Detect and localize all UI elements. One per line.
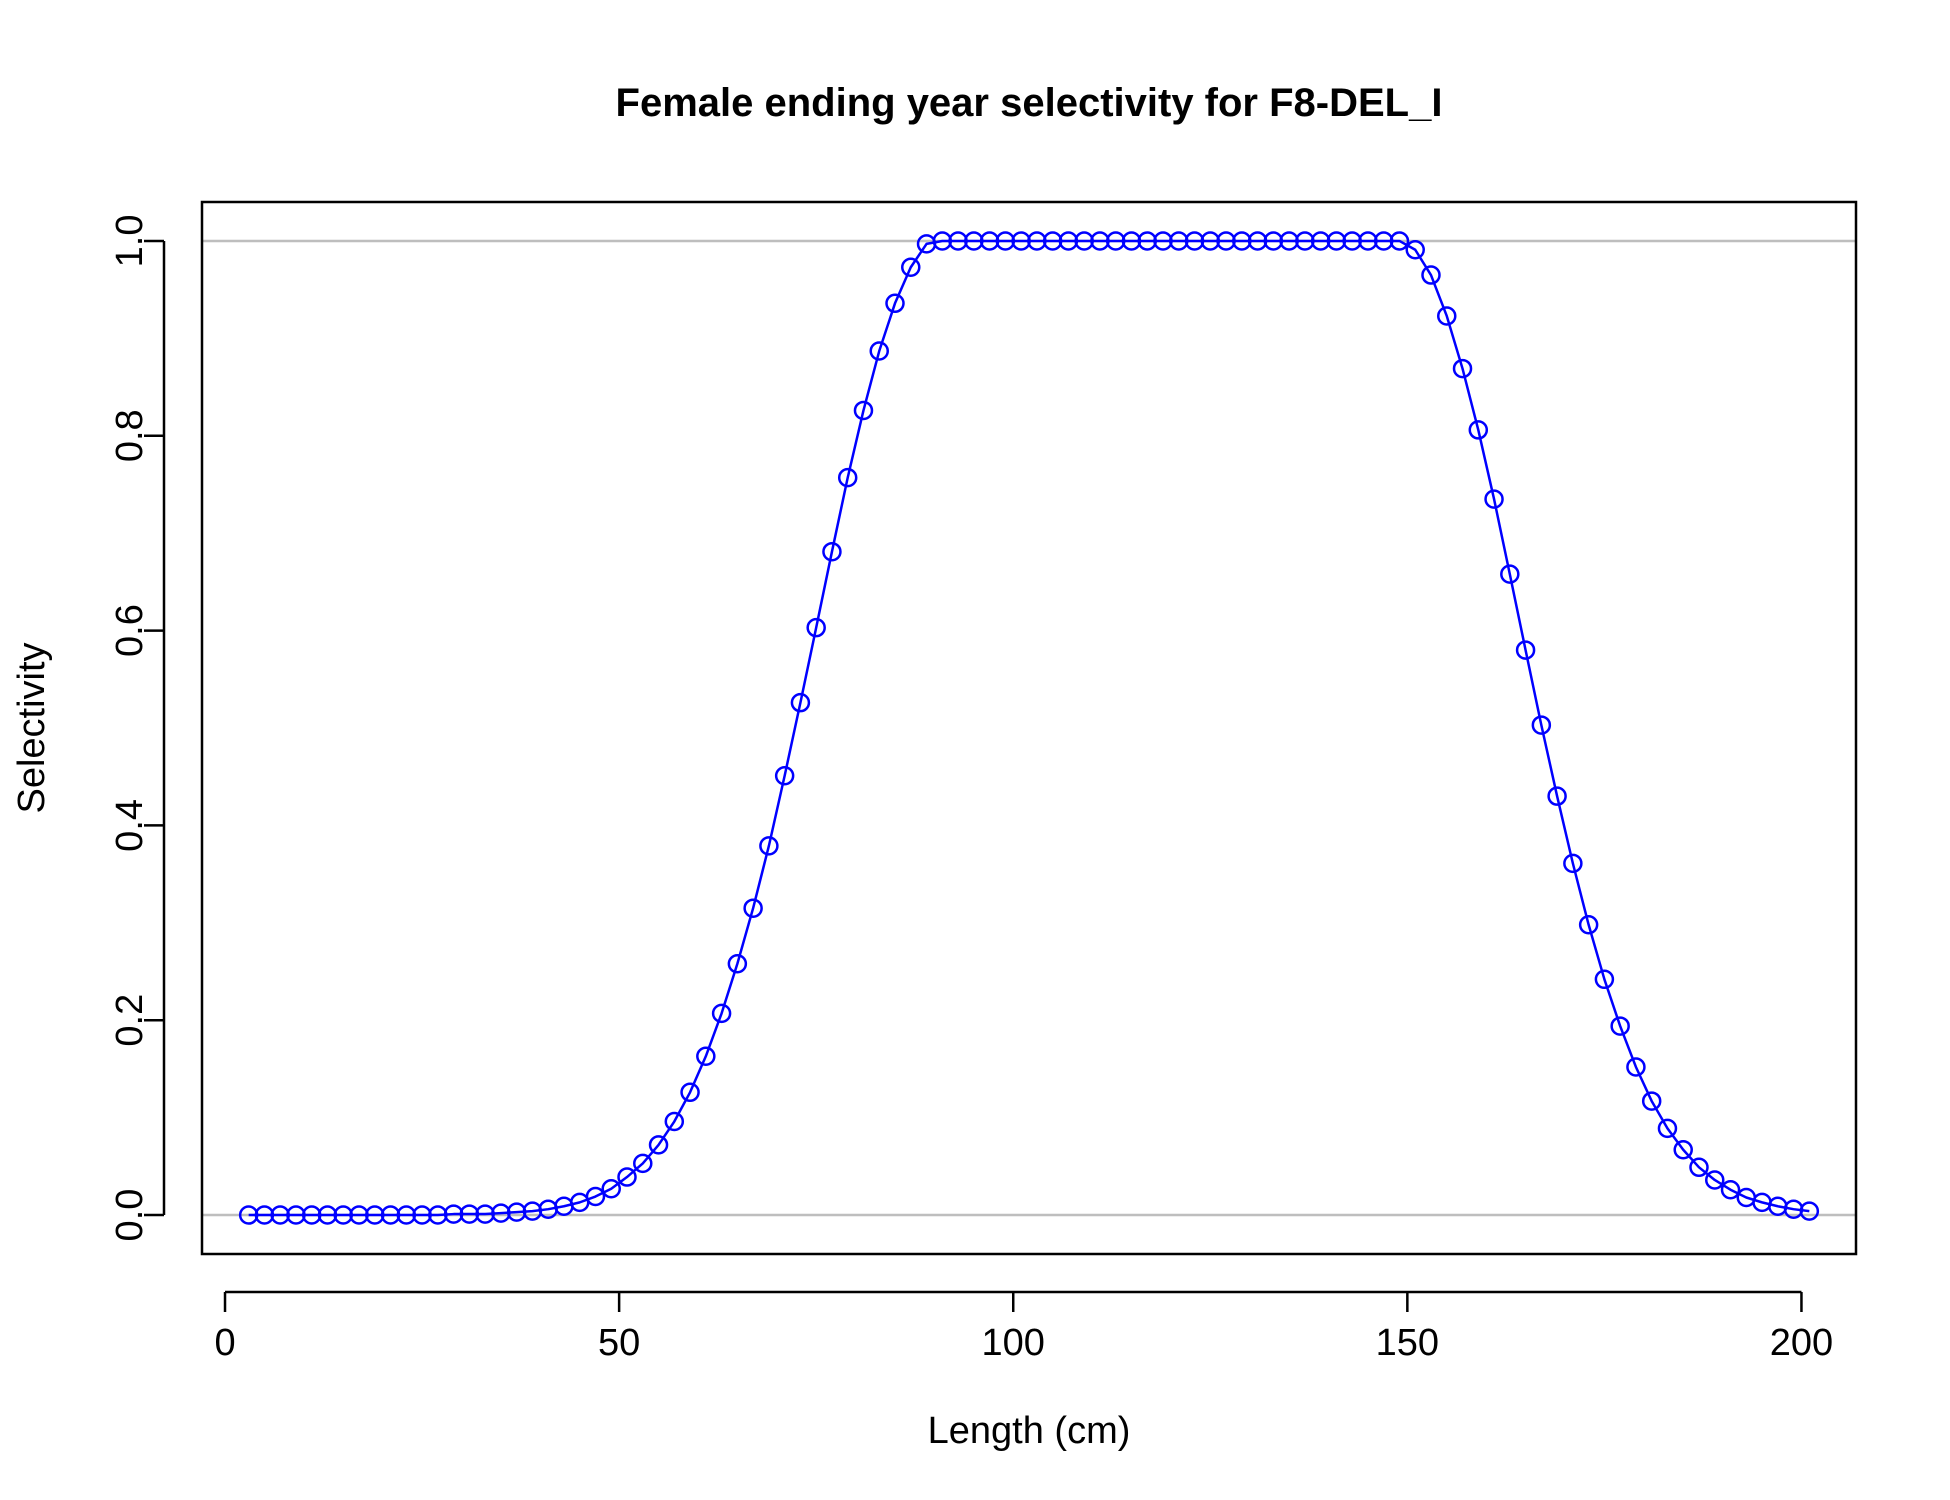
x-tick-label: 200 xyxy=(1770,1322,1833,1364)
data-point xyxy=(1531,715,1552,735)
data-point xyxy=(1437,306,1457,326)
series-points-layer xyxy=(238,231,1820,1225)
x-axis: 0 50 100 150 200 xyxy=(214,1290,1833,1364)
data-point xyxy=(790,692,811,713)
data-point xyxy=(727,953,748,974)
data-point xyxy=(1468,420,1489,440)
data-point xyxy=(1657,1118,1678,1139)
x-tick-label: 150 xyxy=(1376,1322,1439,1364)
data-point xyxy=(1389,231,1410,251)
data-point xyxy=(648,1135,669,1155)
data-point xyxy=(1421,265,1441,285)
data-point xyxy=(774,765,795,786)
data-point xyxy=(601,1178,621,1199)
data-point xyxy=(1673,1140,1693,1160)
chart-title: Female ending year selectivity for F8-DE… xyxy=(616,81,1443,125)
data-point xyxy=(664,1111,685,1132)
y-axis: 0.0 0.2 0.4 0.6 0.8 1.0 xyxy=(109,215,166,1242)
data-point xyxy=(743,898,763,918)
x-tick-label: 100 xyxy=(982,1322,1045,1364)
data-point xyxy=(837,467,858,488)
data-point xyxy=(1484,489,1504,509)
data-point xyxy=(869,341,889,361)
data-point xyxy=(901,257,921,278)
data-point xyxy=(1563,853,1583,874)
data-point xyxy=(806,617,826,638)
data-point xyxy=(1500,564,1520,584)
data-point xyxy=(1578,915,1599,935)
y-axis-label: Selectivity xyxy=(11,642,53,813)
y-tick-label: 0.6 xyxy=(109,604,151,657)
data-point xyxy=(1547,786,1567,806)
data-point xyxy=(1452,358,1473,379)
data-point xyxy=(1705,1170,1725,1190)
y-tick-label: 0.0 xyxy=(109,1189,151,1242)
data-point xyxy=(1594,969,1615,990)
y-tick-label: 1.0 xyxy=(109,215,151,268)
y-tick-label: 0.8 xyxy=(109,409,151,462)
data-point xyxy=(1610,1016,1630,1036)
data-point xyxy=(680,1082,700,1103)
data-point xyxy=(1626,1057,1646,1077)
data-point xyxy=(1515,640,1536,660)
x-tick-label: 0 xyxy=(214,1322,235,1364)
data-point xyxy=(1720,1179,1741,1200)
data-point xyxy=(585,1186,606,1207)
data-point xyxy=(885,293,905,314)
data-point xyxy=(1405,239,1425,260)
x-tick-label: 50 xyxy=(598,1322,640,1364)
x-axis-label: Length (cm) xyxy=(928,1410,1131,1452)
y-tick-label: 0.4 xyxy=(109,799,151,852)
plot-frame xyxy=(200,200,1858,1256)
data-point xyxy=(696,1046,716,1067)
data-point xyxy=(1689,1157,1709,1178)
data-point xyxy=(822,541,842,562)
data-point xyxy=(759,836,779,856)
data-point xyxy=(1641,1091,1662,1111)
data-point xyxy=(711,1003,732,1024)
data-point xyxy=(617,1167,637,1187)
y-tick-label: 0.2 xyxy=(109,994,151,1047)
data-point xyxy=(1799,1201,1820,1221)
data-point xyxy=(853,400,874,421)
data-point xyxy=(633,1153,653,1174)
